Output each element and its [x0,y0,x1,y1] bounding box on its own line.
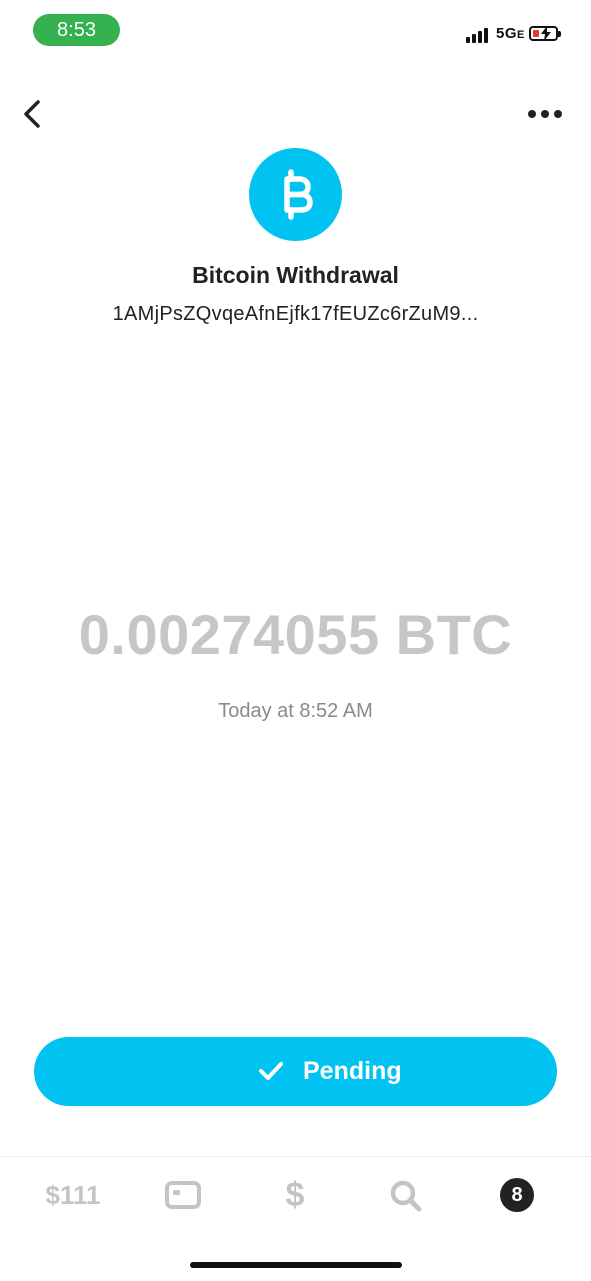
network-label: 5G [496,25,518,42]
wallet-address: 1AMjPsZQvqeAfnEjfk17fEUZc6rZuM9... [112,303,479,325]
transaction-title: Bitcoin Withdrawal [192,262,399,288]
transaction-amount: 0.00274055 BTC [78,603,513,666]
home-indicator [190,1262,402,1268]
activity-badge: 8 [500,1178,534,1212]
bottom-tab-bar: $111 $ 8 [0,1156,591,1281]
status-bar: 8:53 5GE [0,0,591,60]
tab-search[interactable] [384,1157,428,1233]
tab-card[interactable] [162,1157,206,1233]
network-type: 5GE [496,25,525,42]
checkmark-icon [259,1062,283,1080]
bitcoin-icon [284,169,313,220]
back-button[interactable] [14,92,54,136]
charging-bolt-icon [541,26,551,41]
status-time: 8:53 [33,14,120,46]
tab-balance[interactable]: $111 [45,1180,101,1210]
search-icon [390,1180,422,1212]
chevron-left-icon [24,100,40,128]
bitcoin-avatar [249,148,342,241]
more-horizontal-icon [528,110,562,118]
transaction-date: Today at 8:52 AM [218,700,373,722]
more-options-button[interactable] [520,100,570,128]
card-icon [165,1181,201,1209]
pending-status-button[interactable]: Pending [34,1037,557,1106]
tab-money[interactable]: $ [285,1176,305,1214]
signal-strength-icon [466,27,492,43]
battery-icon [529,26,561,41]
tab-activity[interactable]: 8 [496,1157,540,1233]
pending-label: Pending [303,1057,402,1085]
network-suffix: E [517,29,525,41]
